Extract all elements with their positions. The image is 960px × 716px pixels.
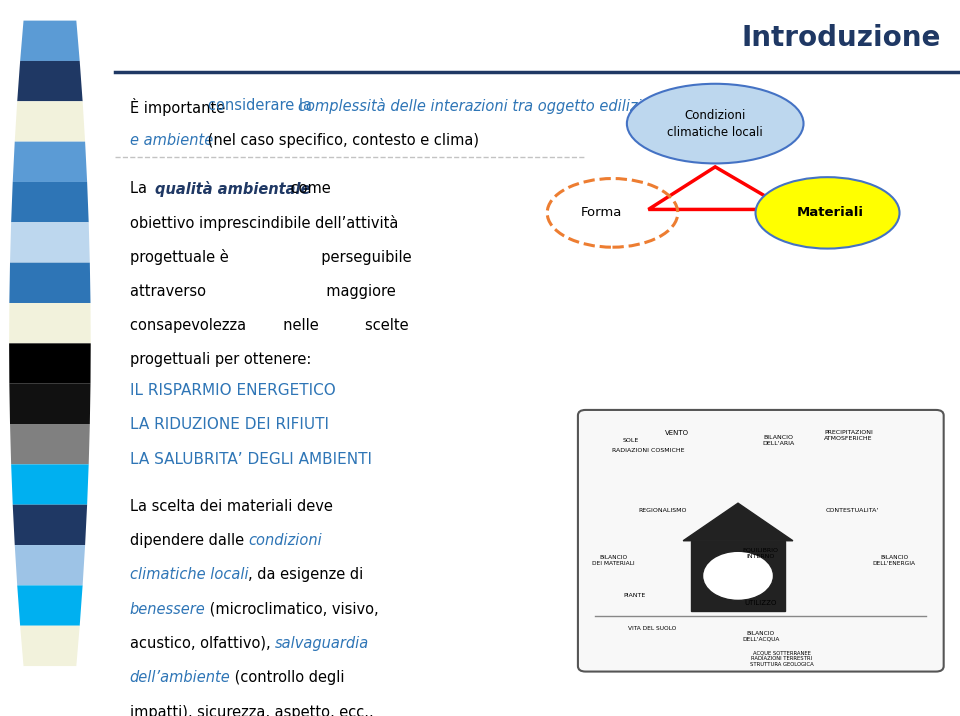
Text: complessità delle interazioni tra oggetto edilizio: complessità delle interazioni tra oggett… <box>298 97 650 114</box>
Text: obiettivo imprescindibile dell’attività: obiettivo imprescindibile dell’attività <box>130 215 398 231</box>
Text: SOLE: SOLE <box>623 438 639 443</box>
Text: EQUILIBRIO
INTERNO: EQUILIBRIO INTERNO <box>743 548 779 558</box>
Text: Forma: Forma <box>580 206 622 219</box>
Text: e ambiente: e ambiente <box>130 133 213 148</box>
Ellipse shape <box>756 177 900 248</box>
Text: considerare la: considerare la <box>208 97 317 112</box>
Polygon shape <box>14 545 85 586</box>
Text: Introduzione: Introduzione <box>741 24 941 52</box>
Polygon shape <box>12 505 87 545</box>
Text: consapevolezza        nelle          scelte: consapevolezza nelle scelte <box>130 318 408 333</box>
Ellipse shape <box>703 551 774 601</box>
Text: PRECIPITAZIONI
ATMOSFERICHE: PRECIPITAZIONI ATMOSFERICHE <box>824 430 873 441</box>
Polygon shape <box>10 344 90 384</box>
Text: VENTO: VENTO <box>664 430 688 436</box>
FancyBboxPatch shape <box>578 410 944 672</box>
Text: PIANTE: PIANTE <box>624 594 646 599</box>
Text: (nel caso specifico, contesto e clima): (nel caso specifico, contesto e clima) <box>203 133 479 148</box>
Text: (microclimatico, visivo,: (microclimatico, visivo, <box>205 601 379 616</box>
Text: BILANCIO
DELL'ENERGIA: BILANCIO DELL'ENERGIA <box>873 556 916 566</box>
Text: La: La <box>130 180 156 195</box>
Text: IL RISPARMIO ENERGETICO: IL RISPARMIO ENERGETICO <box>130 383 335 398</box>
Text: CONTESTUALITA': CONTESTUALITA' <box>826 508 878 513</box>
Text: REGIONALISMO: REGIONALISMO <box>638 508 687 513</box>
Text: Condizioni
climatiche locali: Condizioni climatiche locali <box>667 109 763 139</box>
Polygon shape <box>17 586 83 626</box>
Text: RADIAZIONI COSMICHE: RADIAZIONI COSMICHE <box>612 448 684 453</box>
Text: progettuali per ottenere:: progettuali per ottenere: <box>130 352 311 367</box>
Text: BILANCIO
DEI MATERIALI: BILANCIO DEI MATERIALI <box>592 556 635 566</box>
Polygon shape <box>10 263 90 303</box>
Text: dipendere dalle: dipendere dalle <box>130 533 249 548</box>
Text: LA RIDUZIONE DEI RIFIUTI: LA RIDUZIONE DEI RIFIUTI <box>130 417 328 432</box>
Text: VITA DEL SUOLO: VITA DEL SUOLO <box>628 626 676 631</box>
Text: , da esigenze di: , da esigenze di <box>249 567 364 582</box>
Text: salvaguardia: salvaguardia <box>275 636 369 651</box>
Text: È importante: È importante <box>130 97 229 115</box>
Text: benessere: benessere <box>130 601 205 616</box>
Text: (controllo degli: (controllo degli <box>230 670 345 685</box>
Polygon shape <box>17 61 83 101</box>
Polygon shape <box>20 21 80 61</box>
Text: Materiali: Materiali <box>797 206 864 219</box>
Text: acustico, olfattivo),: acustico, olfattivo), <box>130 636 275 651</box>
Polygon shape <box>12 142 87 182</box>
Text: dell’ambiente: dell’ambiente <box>130 670 230 685</box>
Polygon shape <box>20 626 80 666</box>
Polygon shape <box>684 503 793 541</box>
Text: La scelta dei materiali deve: La scelta dei materiali deve <box>130 498 332 513</box>
Text: come: come <box>286 180 331 195</box>
Bar <box>691 541 785 611</box>
Polygon shape <box>10 222 90 263</box>
Text: attraverso                          maggiore: attraverso maggiore <box>130 284 396 299</box>
Text: BILANCIO
DELL'ARIA: BILANCIO DELL'ARIA <box>762 435 795 446</box>
Polygon shape <box>10 384 90 424</box>
Text: BILANCIO
DELL'ACQUA: BILANCIO DELL'ACQUA <box>742 631 780 642</box>
Text: impatti), sicurezza, aspetto, ecc..: impatti), sicurezza, aspetto, ecc.. <box>130 705 373 716</box>
Text: LA SALUBRITA’ DEGLI AMBIENTI: LA SALUBRITA’ DEGLI AMBIENTI <box>130 452 372 467</box>
Text: climatiche locali: climatiche locali <box>130 567 249 582</box>
Text: progettuale è                    perseguibile: progettuale è perseguibile <box>130 249 411 265</box>
Text: UTILIZZO: UTILIZZO <box>745 601 777 606</box>
Polygon shape <box>12 465 88 505</box>
Text: condizioni: condizioni <box>249 533 323 548</box>
Polygon shape <box>14 101 85 142</box>
Text: ACQUE SOTTERRANEE
RADIAZIONI TERRESTRI
STRUTTURA GEOLOGICA: ACQUE SOTTERRANEE RADIAZIONI TERRESTRI S… <box>750 650 814 667</box>
Polygon shape <box>10 303 90 344</box>
Polygon shape <box>12 182 88 222</box>
Ellipse shape <box>627 84 804 163</box>
Polygon shape <box>10 424 90 465</box>
Text: qualità ambientale: qualità ambientale <box>155 180 310 197</box>
